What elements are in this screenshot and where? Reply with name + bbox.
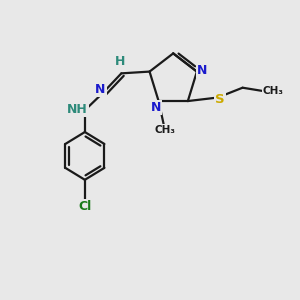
Text: Cl: Cl xyxy=(78,200,92,213)
Text: CH₃: CH₃ xyxy=(154,125,175,135)
Text: N: N xyxy=(197,64,207,77)
Text: N: N xyxy=(151,101,161,114)
Text: N: N xyxy=(95,83,106,96)
Text: S: S xyxy=(215,93,225,106)
Text: CH₃: CH₃ xyxy=(263,86,284,96)
Text: NH: NH xyxy=(67,103,88,116)
Text: H: H xyxy=(115,55,125,68)
